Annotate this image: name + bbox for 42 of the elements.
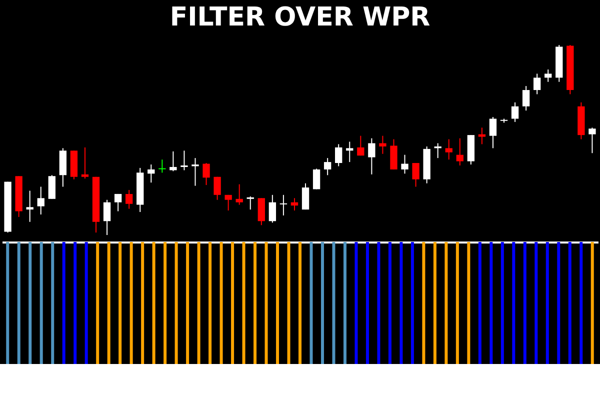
candlestick (522, 86, 530, 112)
candlestick (302, 182, 310, 210)
candlestick (148, 164, 155, 184)
candlestick (158, 159, 166, 174)
candlestick (456, 138, 464, 166)
candlestick (48, 174, 56, 200)
candlestick (258, 198, 265, 226)
candlestick (268, 194, 276, 224)
candlestick (279, 194, 288, 216)
candlestick (478, 127, 486, 145)
candlestick (533, 73, 541, 95)
candlestick (26, 190, 34, 222)
candlestick (126, 189, 133, 210)
candlestick (114, 193, 122, 212)
candlestick (335, 144, 342, 167)
candlestick (346, 141, 354, 163)
candlestick (214, 176, 221, 200)
candlestick (588, 127, 596, 154)
candlestick (445, 138, 452, 160)
candlestick (103, 199, 111, 236)
candlestick (357, 135, 364, 156)
candlestick (246, 196, 254, 210)
candlestick (511, 102, 519, 122)
candlestick (368, 138, 376, 175)
candlestick (290, 198, 298, 211)
candlestick (180, 150, 188, 171)
candlestick (170, 150, 177, 172)
candlestick (379, 135, 386, 154)
candlestick (236, 184, 243, 206)
chart-title: FILTER OVER WPR (170, 2, 430, 32)
candlestick (390, 138, 398, 170)
candlestick (81, 146, 89, 180)
candlestick (324, 158, 332, 176)
candlestick (37, 186, 44, 215)
candlestick (312, 168, 320, 190)
candlestick (202, 162, 210, 186)
candlestick (192, 158, 199, 186)
candlestick (401, 154, 408, 174)
candlestick (224, 194, 232, 211)
candlestick (412, 162, 420, 188)
candlestick (544, 69, 552, 82)
candlestick (489, 116, 497, 149)
